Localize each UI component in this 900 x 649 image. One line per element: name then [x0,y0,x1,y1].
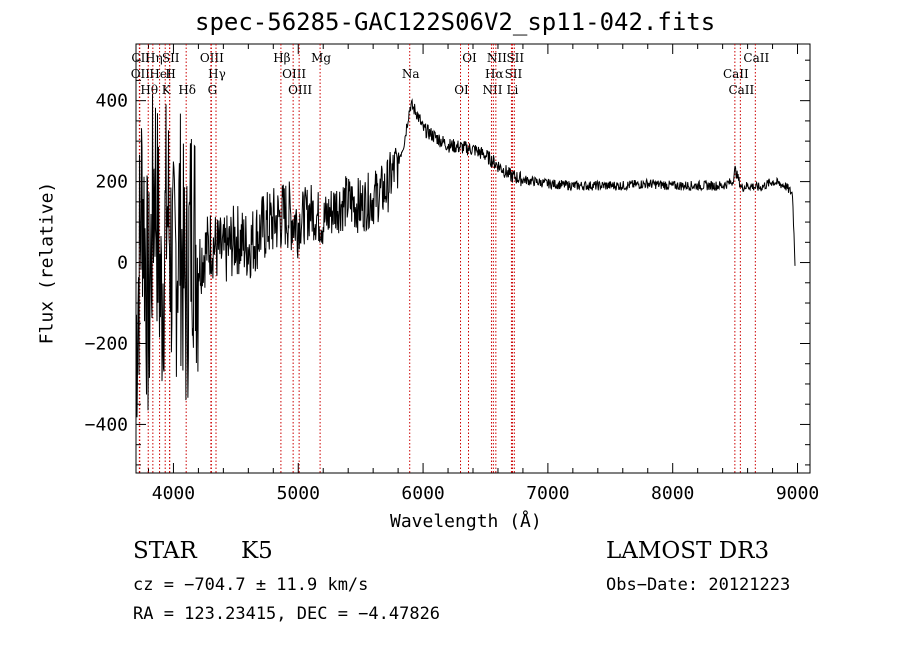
chart-title: spec-56285-GAC122S06V2_sp11-042.fits [195,8,716,36]
line-marker-label: Na [402,67,420,81]
x-tick-label: 4000 [152,483,195,504]
line-marker-label: NII [487,51,507,65]
line-marker-label: K [162,83,172,97]
redshift-cz: cz = −704.7 ± 11.9 km/s [133,575,369,595]
line-marker-label: CaII [743,51,769,65]
line-marker-label: Li [507,83,519,97]
ra-dec: RA = 123.23415, DEC = −4.47826 [133,604,441,624]
line-marker-label: G [208,83,218,97]
line-marker-label: OI [454,83,469,97]
obs-date: Obs−Date: 20121223 [606,575,791,595]
line-marker-label: Hη [145,51,163,65]
x-tick-label: 8000 [651,483,694,504]
x-tick-label: 5000 [277,483,320,504]
line-marker-label: Mg [311,51,331,65]
line-marker-label: Hδ [178,83,196,97]
object-subclass: K5 [241,538,273,564]
y-tick-label: 200 [95,172,128,193]
flux-series-line [135,93,796,418]
line-marker-label: SII [505,67,523,81]
line-marker-label: HeI [149,67,172,81]
survey-name: LAMOST DR3 [606,538,770,564]
line-marker-label: OII [131,67,151,81]
line-marker-label: Hα [485,67,504,81]
line-marker-label: SII [162,51,180,65]
line-marker-label: Hβ [273,51,290,65]
x-tick-label: 7000 [526,483,569,504]
x-axis-label: Wavelength (Å) [390,511,542,532]
line-marker-label: Hθ [140,83,158,97]
line-marker-label: SII [506,51,524,65]
y-tick-label: 400 [95,91,128,112]
line-marker-label: OIII [282,67,306,81]
line-marker-label: Hγ [208,67,226,81]
line-marker-label: OIII [200,51,224,65]
line-marker-label: OIII [288,83,312,97]
line-marker-label: CII [131,51,150,65]
y-axis-label: Flux (relative) [36,181,58,345]
x-tick-label: 6000 [401,483,444,504]
x-tick-label: 9000 [776,483,819,504]
line-marker-label: H [165,67,175,81]
y-tick-label: 0 [117,253,128,274]
object-class: STAR [133,538,197,564]
line-marker-label: CaII [728,83,754,97]
y-tick-label: −400 [85,414,128,435]
line-marker-label: OI [462,51,477,65]
y-tick-label: −200 [85,333,128,354]
line-marker-label: CaII [723,67,749,81]
line-marker-label: NII [482,83,502,97]
